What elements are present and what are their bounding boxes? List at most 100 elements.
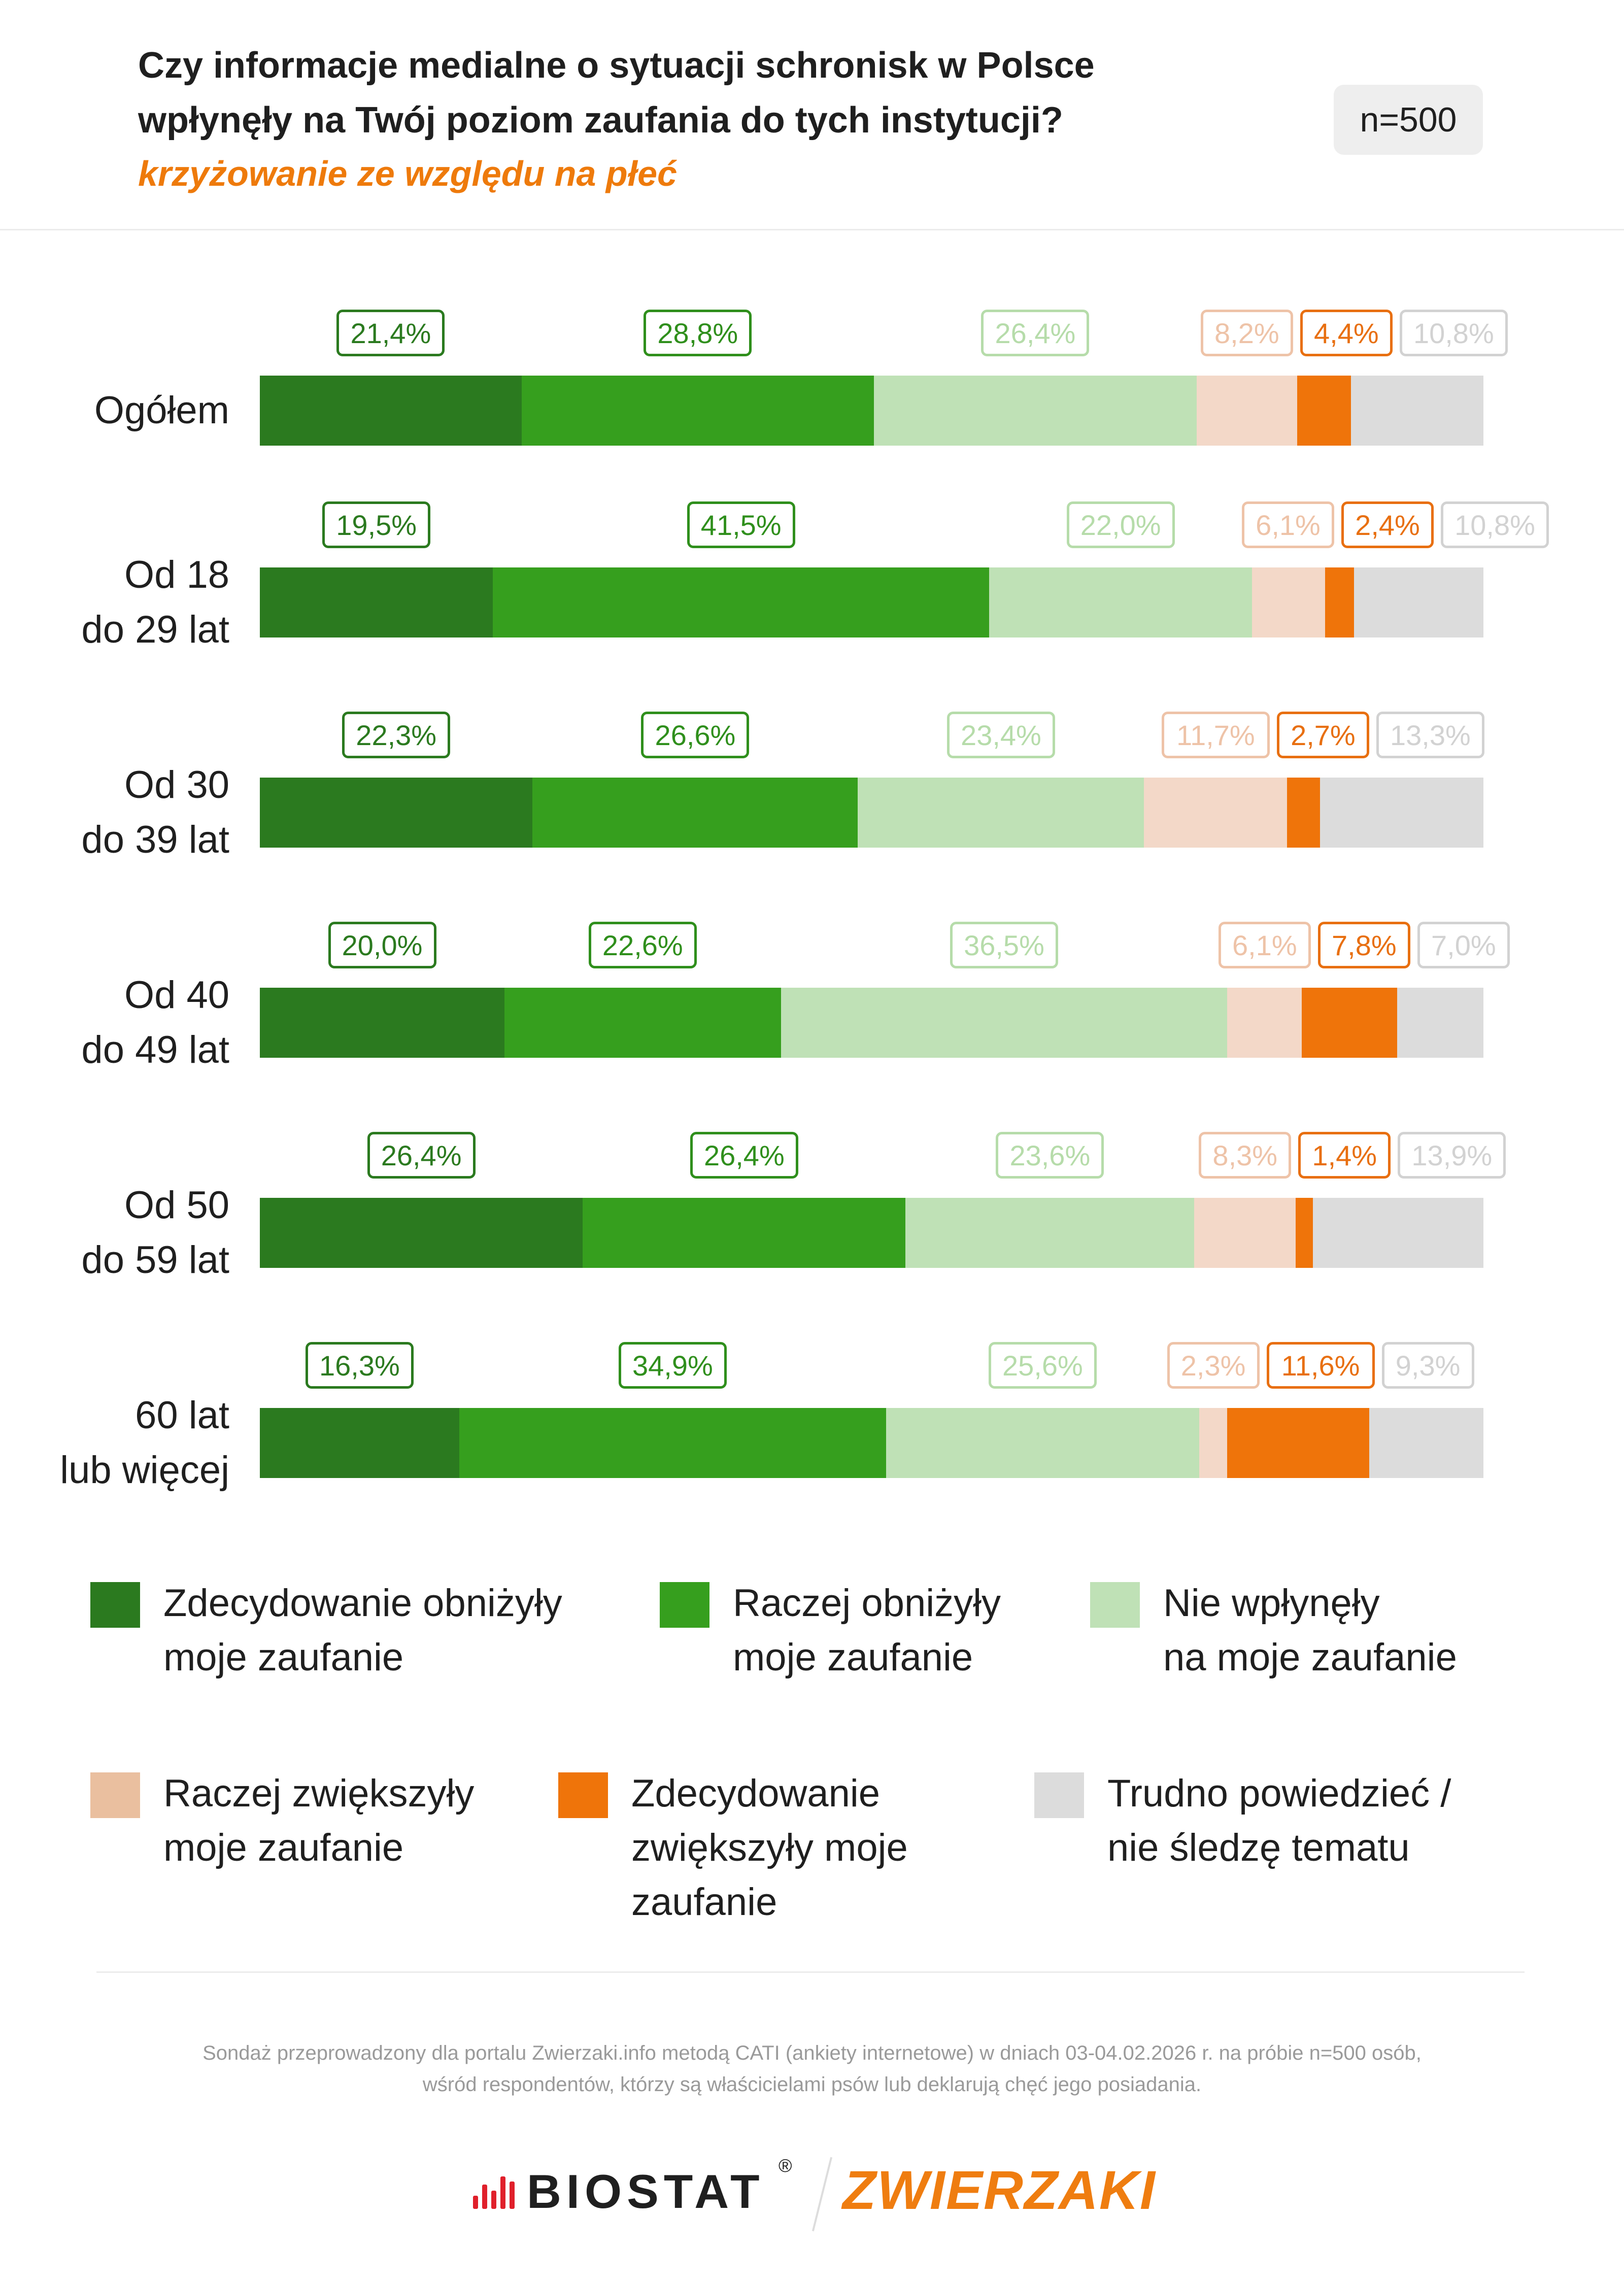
methodology-note-line2: wśród respondentów, którzy są właściciel… [422,2073,1202,2096]
chart-title-line2: wpłynęły na Twój poziom zaufania do tych… [138,100,1063,141]
bar-segment [1197,376,1298,446]
data-label: 34,9% [618,1342,727,1389]
legend-label: Raczej zwiększyły moje zaufanie [163,1766,474,1875]
data-label: 10,8% [1399,310,1508,356]
bar-segment [1397,988,1483,1058]
legend-label: Trudno powiedzieć / nie śledzę tematu [1107,1766,1451,1875]
legend-item: Zdecydowanie obniżyły moje zaufanie [90,1576,562,1685]
legend-label: Zdecydowanie zwiększyły moje zaufanie [631,1766,908,1929]
bar-segment [1199,1408,1228,1478]
bar-segment [583,1198,906,1268]
row-label-line: Od 40 [124,973,229,1017]
data-label: 26,6% [641,712,750,758]
data-label: 10,8% [1441,501,1549,548]
bar-segment [1144,778,1288,848]
row-label: Od 40 do 49 lat [81,968,229,1078]
data-label: 21,4% [336,310,445,356]
bar-segment [260,1198,583,1268]
bar-segment [1252,567,1326,637]
legend-label-line: Zdecydowanie [631,1772,881,1815]
row-label-line: 60 lat [135,1394,229,1437]
data-label: 1,4% [1298,1132,1391,1179]
legend-label-line: moje zaufanie [733,1636,973,1679]
data-label: 8,3% [1199,1132,1292,1179]
bar-segment [521,376,874,446]
bar-segment [858,778,1145,848]
bar-segment [1297,376,1351,446]
legend-label-line: zwiększyły moje [631,1826,908,1869]
biostat-logo: BIOSTAT [527,2165,765,2218]
methodology-note-line1: Sondaż przeprowadzony dla portalu Zwierz… [202,2042,1422,2064]
row-label-line: do 59 lat [81,1238,229,1282]
bar-segment [781,988,1228,1058]
legend-swatch [660,1582,709,1628]
legend-label: Nie wpłynęły na moje zaufanie [1163,1576,1457,1685]
data-label: 22,6% [588,922,697,968]
data-label: 22,0% [1066,501,1175,548]
bar-segment [260,778,533,848]
data-label: 2,7% [1276,712,1369,758]
data-label: 20,0% [328,922,436,968]
bar-segment [1296,1198,1313,1268]
data-label: 19,5% [322,501,431,548]
legend-swatch [1090,1582,1140,1628]
row-label-line: do 39 lat [81,818,229,861]
bar-segment [1350,376,1483,446]
bar-segment [1227,988,1302,1058]
bar-segment [1369,1408,1483,1478]
chart-title-line1: Czy informacje medialne o sytuacji schro… [138,45,1095,86]
legend-label-line: Zdecydowanie obniżyły [163,1582,562,1625]
bar-segment [504,988,782,1058]
legend-label-line: Raczej zwiększyły [163,1772,475,1815]
legend-label-line: moje zaufanie [163,1826,404,1869]
footer-divider [96,1971,1525,1973]
bar-segment [260,567,493,637]
data-label: 13,9% [1398,1132,1506,1179]
legend-item: Zdecydowanie zwiększyły moje zaufanie [558,1766,908,1929]
legend-swatch [90,1772,140,1818]
legend-label-line: zaufanie [631,1881,777,1924]
stacked-bar-chart: Ogółem 21,4% 28,8% 26,4% 8,2% 4,4% 10,8% Od 18 d… [60,310,1549,1492]
methodology-note: Sondaż przeprowadzony dla portalu Zwierz… [0,2037,1624,2100]
bar-segment [1287,778,1321,848]
data-label: 13,3% [1376,712,1484,758]
bar-segment [1320,778,1483,848]
data-label: 4,4% [1300,310,1393,356]
row-label-line: Od 50 [124,1184,229,1227]
legend-label: Zdecydowanie obniżyły moje zaufanie [163,1576,562,1685]
legend-label-line: Trudno powiedzieć / [1107,1772,1451,1815]
data-label: 28,8% [644,310,752,356]
row-label-line: do 29 lat [81,608,229,651]
bar-segment [1325,567,1355,637]
row-label-line: lub więcej [60,1449,229,1492]
legend-swatch [90,1582,140,1628]
row-label-line: do 49 lat [81,1028,229,1071]
chart-subtitle: krzyżowanie ze względu na płeć [138,154,677,193]
logo-separator [811,2157,833,2232]
legend-label: Raczej obniżyły moje zaufanie [733,1576,1001,1685]
row-label: Od 18 do 29 lat [81,548,229,657]
data-label: 11,7% [1161,712,1270,758]
data-label: 7,8% [1317,922,1410,968]
bar-segment [260,1408,460,1478]
bar-segment [1354,567,1483,637]
bar-segment [1227,1408,1370,1478]
bar-segment [905,1198,1195,1268]
legend-label-line: Raczej obniżyły [733,1582,1001,1625]
data-label: 26,4% [690,1132,798,1179]
bar-segment [1302,988,1398,1058]
bar-segment [873,376,1197,446]
bar-segment [1313,1198,1483,1268]
legend-swatch [1034,1772,1084,1818]
data-label: 26,4% [367,1132,476,1179]
header: Czy informacje medialne o sytuacji schro… [0,0,1624,230]
zwierzaki-logo: ZWIERZAKI [842,2159,1156,2221]
row-label-line: Ogółem [94,389,229,432]
legend-item: Nie wpłynęły na moje zaufanie [1090,1576,1457,1685]
data-label: 11,6% [1266,1342,1375,1389]
bar-segment [260,988,505,1058]
data-label: 26,4% [981,310,1090,356]
legend-label-line: nie śledzę tematu [1107,1826,1410,1869]
data-label: 41,5% [687,501,795,548]
bar-segment [532,778,859,848]
